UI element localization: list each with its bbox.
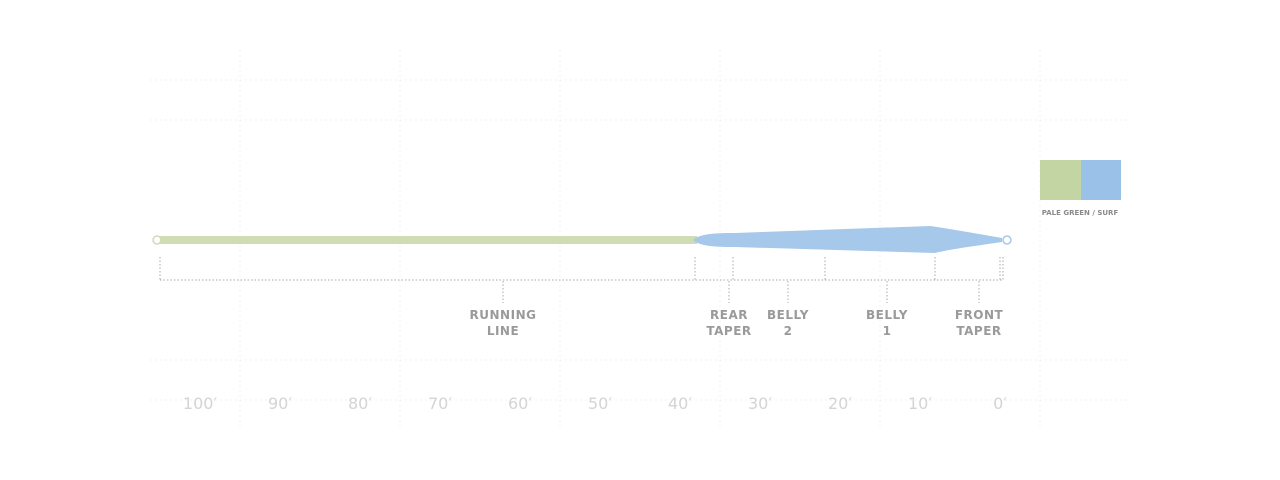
line-end bbox=[152, 235, 162, 245]
axis-tick-label: 40′ bbox=[668, 394, 692, 413]
segment-label-line: 1 bbox=[883, 324, 892, 338]
axis-tick-label: 0′ bbox=[993, 394, 1007, 413]
segment-label: BELLY 2 bbox=[767, 308, 809, 338]
segment-label-line: FRONT bbox=[955, 308, 1004, 322]
axis-tick-label: 30′ bbox=[748, 394, 772, 413]
segment-label: FRONT TAPER bbox=[955, 308, 1004, 338]
axis-tick-label: 60′ bbox=[508, 394, 532, 413]
segment-label: BELLY 1 bbox=[866, 308, 908, 338]
segment-label-line: 2 bbox=[784, 324, 793, 338]
segment-brackets bbox=[159, 257, 1004, 281]
running-line bbox=[157, 236, 697, 244]
segment-label-line: TAPER bbox=[956, 324, 1001, 338]
axis-tick-label: 20′ bbox=[828, 394, 852, 413]
head-taper bbox=[693, 226, 1002, 253]
axis-tick-label: 10′ bbox=[908, 394, 932, 413]
axis-tick-label: 100′ bbox=[183, 394, 218, 413]
legend-swatch-blue bbox=[1081, 160, 1121, 200]
segment-label: RUNNING LINE bbox=[470, 308, 537, 338]
segment-label: REAR TAPER bbox=[706, 308, 751, 338]
legend-label: PALE GREEN / SURF bbox=[1042, 209, 1119, 217]
axis-tick-label: 90′ bbox=[268, 394, 292, 413]
axis-tick-label: 70′ bbox=[428, 394, 452, 413]
axis-tick-label: 80′ bbox=[348, 394, 372, 413]
segment-label-line: TAPER bbox=[706, 324, 751, 338]
segment-label-line: REAR bbox=[710, 308, 748, 322]
axis-tick-label: 50′ bbox=[588, 394, 612, 413]
line-tip bbox=[1002, 235, 1012, 245]
legend-swatch-green bbox=[1040, 160, 1081, 200]
segment-label-line: LINE bbox=[487, 324, 519, 338]
segment-label-line: RUNNING bbox=[470, 308, 537, 322]
segment-label-line: BELLY bbox=[866, 308, 908, 322]
segment-label-line: BELLY bbox=[767, 308, 809, 322]
